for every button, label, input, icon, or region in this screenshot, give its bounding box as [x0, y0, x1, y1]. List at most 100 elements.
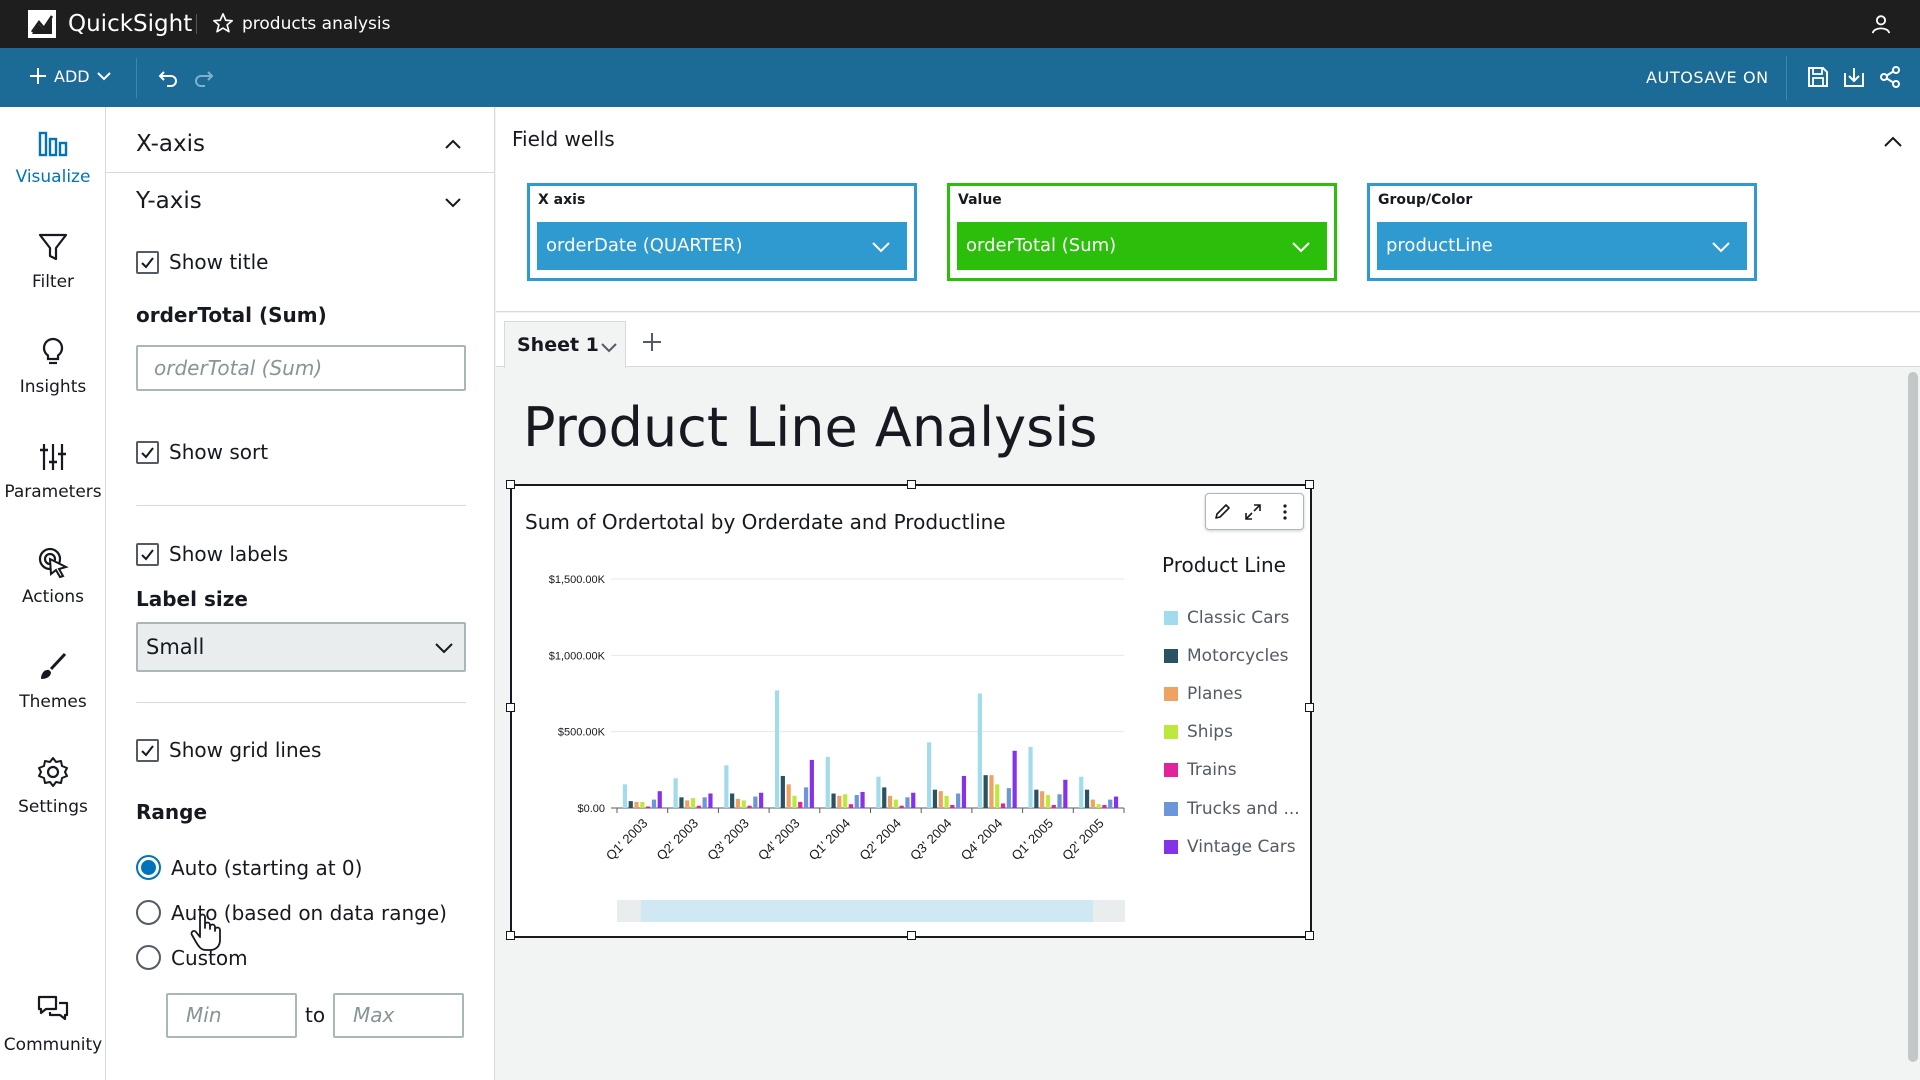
legend-label: Motorcycles [1187, 646, 1289, 666]
resize-handle[interactable] [1305, 703, 1314, 712]
nav-filter[interactable]: Filter [0, 212, 106, 302]
legend-item[interactable]: Classic Cars [1164, 608, 1289, 628]
bar-chart-visual[interactable]: Sum of Ordertotal by Orderdate and Produ… [506, 480, 1314, 940]
resize-handle[interactable] [1305, 480, 1314, 489]
bar [1096, 804, 1101, 808]
chevron-down-icon [96, 72, 111, 81]
nav-insights[interactable]: Insights [0, 317, 106, 407]
xaxis-section-header[interactable]: X-axis [106, 116, 495, 173]
paintbrush-icon [41, 652, 67, 679]
analysis-name[interactable]: products analysis [242, 14, 391, 34]
show-grid-lines-checkbox[interactable]: Show grid lines [136, 738, 321, 762]
bar [1012, 750, 1017, 808]
value-field-name: orderTotal (Sum) [966, 235, 1117, 256]
share-icon[interactable] [1878, 65, 1902, 89]
yaxis-section-header[interactable]: Y-axis [106, 173, 495, 230]
expand-icon[interactable] [1244, 503, 1262, 521]
range-min-input[interactable]: Min [166, 993, 297, 1038]
bar [628, 801, 633, 808]
legend-swatch [1164, 611, 1178, 625]
range-auto-zero-radio[interactable]: Auto (starting at 0) [136, 855, 362, 880]
bar [679, 797, 684, 808]
resize-handle[interactable] [506, 703, 515, 712]
nav-parameters[interactable]: Parameters [0, 422, 106, 512]
resize-handle[interactable] [506, 931, 515, 940]
add-button[interactable]: ADD [28, 66, 112, 86]
more-options-icon[interactable] [1276, 503, 1294, 521]
legend-item[interactable]: Motorcycles [1164, 646, 1289, 666]
show-labels-checkbox[interactable]: Show labels [136, 542, 288, 566]
cursor-click-icon [38, 547, 69, 579]
legend-swatch [1164, 725, 1178, 739]
bar [747, 805, 752, 808]
value-field-chip[interactable]: orderTotal (Sum) [957, 222, 1327, 270]
undo-icon[interactable] [156, 66, 180, 90]
star-icon[interactable] [212, 12, 234, 34]
show-sort-checkbox[interactable]: Show sort [136, 440, 268, 464]
nav-settings[interactable]: Settings [0, 737, 106, 827]
range-option-label: Auto (based on data range) [171, 900, 447, 925]
legend-item[interactable]: Vintage Cars [1164, 837, 1296, 857]
resize-handle[interactable] [907, 480, 916, 489]
xaxis-field-chip[interactable]: orderDate (QUARTER) [537, 222, 907, 270]
nav-themes[interactable]: Themes [0, 632, 106, 722]
divider [196, 14, 197, 34]
label-size-select[interactable]: Small [136, 622, 466, 672]
chart-title: Sum of Ordertotal by Orderdate and Produ… [525, 510, 1006, 534]
xaxis-field-name: orderDate (QUARTER) [546, 235, 743, 256]
toolbar-divider [136, 58, 137, 98]
legend-label: Classic Cars [1187, 608, 1290, 628]
axis-title-input[interactable]: orderTotal (Sum) [136, 345, 466, 391]
legend-swatch [1164, 649, 1178, 663]
bar [1079, 776, 1084, 808]
divider [136, 702, 466, 703]
x-tick-label: Q1' 2005 [1008, 816, 1056, 864]
label-size-heading: Label size [136, 587, 248, 611]
show-title-checkbox[interactable]: Show title [136, 250, 268, 274]
legend-item[interactable]: Ships [1164, 722, 1233, 742]
resize-handle[interactable] [506, 480, 515, 489]
scrollbar-thumb[interactable] [1908, 372, 1918, 1062]
bar [1090, 799, 1095, 808]
chart-scroll-track [617, 900, 1125, 922]
save-icon[interactable] [1806, 65, 1830, 89]
user-icon[interactable] [1870, 13, 1892, 35]
edit-pencil-icon[interactable] [1213, 503, 1231, 521]
resize-handle[interactable] [1305, 931, 1314, 940]
chevron-down-icon [1292, 242, 1310, 253]
legend-item[interactable]: Trains [1164, 760, 1237, 780]
bar [1102, 804, 1107, 808]
legend-item[interactable]: Trucks and ... [1164, 799, 1300, 819]
bar [977, 693, 982, 808]
bar [1006, 788, 1011, 808]
radio-unselected-icon [136, 900, 161, 925]
tab-sheet-1[interactable]: Sheet 1 [504, 321, 626, 368]
bar [893, 799, 898, 808]
x-tick-label: Q1' 2003 [603, 816, 651, 864]
autosave-status[interactable]: AUTOSAVE ON [1646, 68, 1769, 87]
group-color-field-chip[interactable]: productLine [1377, 222, 1747, 270]
nav-actions[interactable]: Actions [0, 527, 106, 617]
redo-icon[interactable] [192, 66, 216, 90]
nav-visualize[interactable]: Visualize [0, 107, 106, 197]
resize-handle[interactable] [907, 931, 916, 940]
y-tick-label: $1,000.00K [549, 650, 606, 662]
chart-scroll-range[interactable] [641, 900, 1093, 922]
bar [876, 776, 881, 808]
bar [932, 789, 938, 808]
legend-item[interactable]: Planes [1164, 684, 1242, 704]
export-icon[interactable] [1842, 65, 1866, 89]
chevron-down-icon[interactable] [600, 338, 618, 356]
sliders-icon [40, 444, 66, 470]
bar-chart-icon [38, 131, 68, 157]
chevron-up-icon[interactable] [1882, 131, 1904, 153]
range-auto-data-radio[interactable]: Auto (based on data range) [136, 900, 447, 925]
bar [685, 800, 690, 808]
bar [657, 791, 662, 808]
add-sheet-icon[interactable] [641, 331, 663, 353]
bar [989, 775, 994, 808]
show-labels-label: Show labels [169, 542, 289, 566]
nav-community[interactable]: Community [0, 975, 106, 1065]
visual-menu [1205, 493, 1304, 530]
range-max-input[interactable]: Max [333, 993, 464, 1038]
